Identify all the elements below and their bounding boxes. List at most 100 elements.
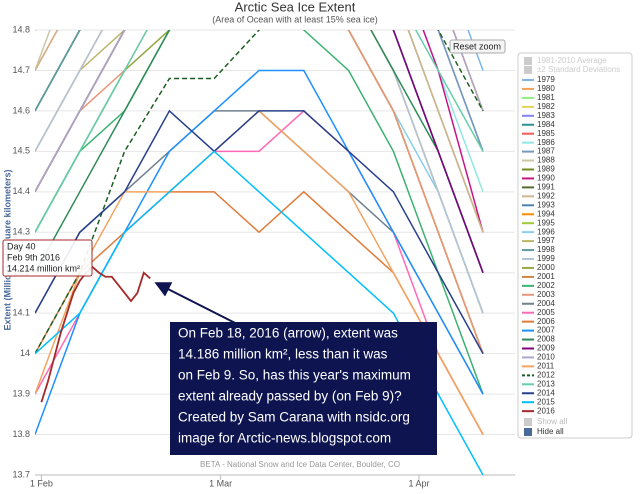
legend-item[interactable]: 2002 xyxy=(522,281,555,290)
legend-label: 1987 xyxy=(537,147,555,156)
legend-item[interactable]: 1994 xyxy=(522,209,555,218)
series-line xyxy=(35,30,484,354)
legend-item[interactable]: 2001 xyxy=(522,272,555,281)
series-line xyxy=(35,30,484,354)
legend-item[interactable]: 1980 xyxy=(522,84,555,93)
legend-item[interactable]: 2013 xyxy=(522,379,555,388)
legend-label: 1997 xyxy=(537,236,555,245)
legend-item[interactable]: 2014 xyxy=(522,388,555,397)
legend-swatch xyxy=(524,418,532,426)
legend-label: 2010 xyxy=(537,353,555,362)
series-line xyxy=(35,30,484,233)
y-tick-label: 13.9 xyxy=(12,388,30,398)
chart-subtitle: (Area of Ocean with at least 15% sea ice… xyxy=(212,14,378,24)
legend-item[interactable]: 1983 xyxy=(522,111,555,120)
x-tick-label: 1 Apr xyxy=(408,478,429,488)
y-tick-label: 14.8 xyxy=(12,24,30,34)
legend-item[interactable]: 1995 xyxy=(522,218,555,227)
series-line xyxy=(35,30,484,193)
legend-item[interactable]: 2007 xyxy=(522,326,555,335)
legend-item[interactable]: 2011 xyxy=(522,362,555,371)
legend-item[interactable]: 2009 xyxy=(522,344,555,353)
legend-item[interactable]: 2008 xyxy=(522,335,555,344)
y-tick-label: 14.7 xyxy=(12,65,30,75)
tooltip-line: Day 40 xyxy=(7,241,36,251)
series-line xyxy=(35,30,484,314)
legend-item[interactable]: 1981-2010 Average xyxy=(524,56,607,65)
legend-button[interactable]: Hide all xyxy=(524,427,564,436)
legend-label: 2008 xyxy=(537,335,555,344)
legend-item[interactable]: 2004 xyxy=(522,299,555,308)
legend-item[interactable]: 2010 xyxy=(522,353,555,362)
legend-item[interactable]: 1985 xyxy=(522,129,555,138)
annotation-line: on Feb 9. So, has this year's maximum xyxy=(178,368,411,383)
legend-item[interactable]: 1991 xyxy=(522,183,555,192)
legend-label: 1979 xyxy=(537,75,555,84)
legend-label: 1999 xyxy=(537,254,555,263)
legend-label: Hide all xyxy=(537,427,564,436)
legend-item[interactable]: 1990 xyxy=(522,174,555,183)
legend-label: 2012 xyxy=(537,370,555,379)
legend-label: 2016 xyxy=(537,406,555,415)
arrow xyxy=(154,282,246,329)
legend-label: 2015 xyxy=(537,397,555,406)
legend-item[interactable]: ±2 Standard Deviations xyxy=(524,65,620,74)
series-line xyxy=(35,109,484,354)
tooltip-box xyxy=(2,239,93,277)
series-line xyxy=(35,30,484,354)
legend-item[interactable]: 1996 xyxy=(522,227,555,236)
legend-label: 2014 xyxy=(537,388,555,397)
legend-item[interactable]: 2012 xyxy=(522,370,555,379)
legend-label: 2001 xyxy=(537,272,555,281)
legend-item[interactable]: 1982 xyxy=(522,102,555,111)
reset-zoom-button[interactable]: Reset zoom xyxy=(449,39,506,54)
tooltip-line: 14.214 million km² xyxy=(7,263,80,273)
annotation-line: 14.186 million km², less than it was xyxy=(178,347,388,362)
legend-swatch xyxy=(524,428,532,436)
legend-label: 1984 xyxy=(537,120,555,129)
legend-item[interactable]: 1987 xyxy=(522,147,555,156)
legend-button[interactable]: Show all xyxy=(524,417,567,426)
series-line xyxy=(35,30,484,314)
legend-label: 1989 xyxy=(537,165,555,174)
legend-item[interactable]: 1993 xyxy=(522,200,555,209)
legend-item[interactable]: 2006 xyxy=(522,317,555,326)
legend-label: 2002 xyxy=(537,281,555,290)
legend-item[interactable]: 2015 xyxy=(522,397,555,406)
legend-item[interactable]: 1992 xyxy=(522,191,555,200)
credit: BETA - National Snow and Ice Data Center… xyxy=(200,460,400,469)
y-tick-label: 14.6 xyxy=(12,105,30,115)
legend-item[interactable]: 1984 xyxy=(522,120,555,129)
legend-label: 1981 xyxy=(537,93,555,102)
legend-item[interactable]: 2005 xyxy=(522,308,555,317)
series-line xyxy=(35,30,484,233)
series-line xyxy=(35,30,484,395)
legend-label: 1993 xyxy=(537,200,555,209)
legend-item[interactable]: 2000 xyxy=(522,263,555,272)
x-tick-label: 1 Mar xyxy=(209,478,232,488)
y-tick-label: 14.4 xyxy=(12,186,30,196)
y-tick-label: 14.3 xyxy=(12,227,30,237)
legend-label: ±2 Standard Deviations xyxy=(537,65,620,74)
legend-item[interactable]: 1986 xyxy=(522,138,555,147)
legend-item[interactable]: 2016 xyxy=(522,406,555,415)
legend-item[interactable]: 1988 xyxy=(522,156,555,165)
legend-item[interactable]: 1997 xyxy=(522,236,555,245)
legend-item[interactable]: 1999 xyxy=(522,254,555,263)
legend-label: Show all xyxy=(537,417,567,426)
legend-label: 2004 xyxy=(537,299,555,308)
legend-label: 1981-2010 Average xyxy=(537,56,607,65)
series-line xyxy=(35,30,484,233)
annotation-line: On Feb 18, 2016 (arrow), extent was xyxy=(178,326,398,341)
chart-title: Arctic Sea Ice Extent xyxy=(235,0,356,14)
legend-item[interactable]: 1979 xyxy=(522,75,555,84)
series-line xyxy=(35,30,484,193)
legend-item[interactable]: 1989 xyxy=(522,165,555,174)
annotation-box xyxy=(170,322,437,455)
legend-label: 1995 xyxy=(537,218,555,227)
legend-item[interactable]: 1998 xyxy=(522,245,555,254)
legend-item[interactable]: 2003 xyxy=(522,290,555,299)
legend-label: 2013 xyxy=(537,379,555,388)
legend-item[interactable]: 1981 xyxy=(522,93,555,102)
